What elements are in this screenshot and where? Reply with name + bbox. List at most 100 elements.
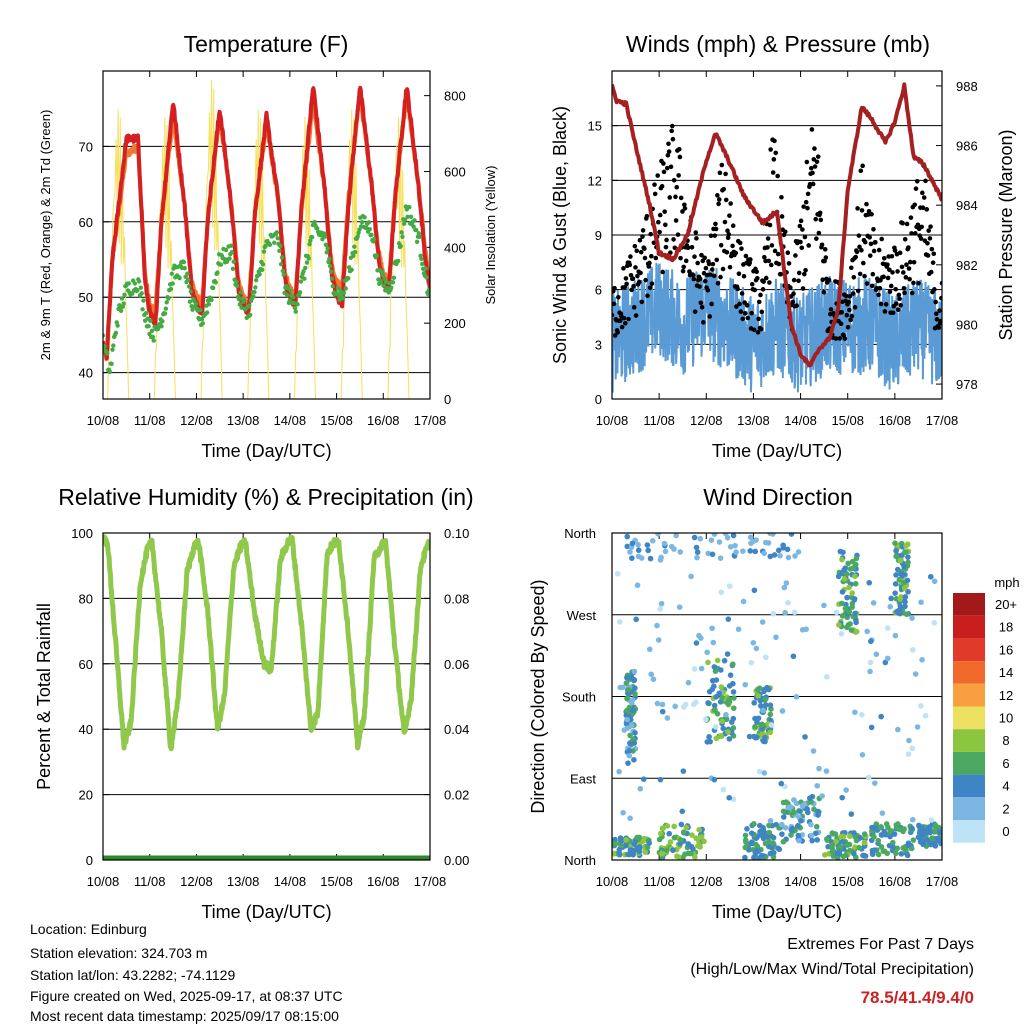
dewpoint-point (162, 311, 168, 316)
dewpoint-point (349, 267, 354, 273)
gust-point (721, 186, 726, 192)
x-tick-label: 15/08 (320, 413, 353, 428)
wind-direction-point (873, 651, 880, 658)
dewpoint-point (227, 256, 232, 261)
series-2m-t (103, 85, 430, 361)
gust-point (799, 245, 805, 251)
wind-direction-point (710, 639, 717, 646)
wind-direction-point (671, 823, 678, 830)
wind-direction-point (792, 553, 798, 559)
wind-direction-point (693, 640, 700, 646)
wind-direction-point (724, 534, 731, 541)
x-tick-label: 16/08 (879, 874, 912, 889)
gust-point (678, 255, 683, 261)
gust-point (714, 257, 720, 263)
wind-direction-point (676, 604, 683, 610)
wind-direction-point (846, 584, 852, 591)
dewpoint-point (307, 241, 312, 247)
colorbar-label: 8 (1002, 733, 1009, 748)
wind-direction-point (798, 818, 804, 824)
y2-tick-label: 0.06 (444, 657, 469, 672)
gust-point (900, 270, 906, 275)
gust-point (853, 254, 858, 260)
dewpoint-point (149, 328, 155, 334)
wind-direction-point (799, 803, 806, 809)
wind-direction-point (696, 827, 702, 833)
wind-direction-point (725, 701, 731, 707)
y2-tick-label: 0.02 (444, 788, 469, 803)
dewpoint-point (278, 261, 284, 267)
dewpoint-point (359, 219, 365, 225)
gust-point (637, 237, 643, 243)
gust-point (933, 299, 938, 305)
colorbar-swatch (953, 729, 985, 752)
gust-point (647, 285, 653, 291)
gust-point (612, 285, 617, 291)
wind-direction-point (903, 611, 910, 617)
dewpoint-point (398, 243, 403, 249)
wind-direction-point (905, 554, 911, 560)
gust-point (655, 173, 660, 178)
gust-point (809, 127, 815, 132)
gust-point (719, 162, 725, 168)
gust-point (759, 309, 765, 315)
dewpoint-point (132, 281, 138, 286)
dewpoint-point (338, 288, 343, 294)
wind-direction-point (912, 671, 919, 677)
wind-direction-point (830, 853, 837, 859)
dewpoint-point (411, 224, 416, 229)
dewpoint-point (420, 261, 425, 267)
gust-point (758, 292, 763, 298)
gust-point (937, 308, 942, 313)
dewpoint-point (304, 260, 310, 265)
wind-direction-point (733, 549, 739, 555)
gust-point (934, 317, 940, 322)
gust-point (927, 236, 933, 241)
gust-point (681, 264, 687, 270)
y-tick-label: 15 (588, 119, 602, 134)
wind-direction-point (881, 828, 888, 835)
dewpoint-point (115, 323, 120, 328)
dewpoint-point (170, 281, 175, 286)
gust-point (635, 273, 640, 279)
gust-point (869, 211, 874, 217)
wind-direction-point (747, 548, 754, 554)
wind-direction-point (618, 837, 625, 844)
wind-direction-point (701, 838, 707, 845)
wind-direction-point (782, 824, 789, 831)
gust-point (810, 181, 816, 187)
chart-title: Winds (mph) & Pressure (mb) (626, 31, 930, 57)
gust-point (760, 287, 766, 292)
wind-direction-point (851, 850, 857, 857)
gust-point (858, 168, 864, 174)
gust-point (648, 231, 654, 237)
y-tick-label: 0 (595, 392, 602, 407)
gust-point (936, 325, 942, 330)
wind-direction-point (690, 701, 697, 708)
dewpoint-point (324, 250, 329, 255)
gust-point (928, 224, 933, 229)
colorbar-swatch (953, 593, 985, 616)
gust-point (710, 261, 716, 267)
x-tick-label: 15/08 (831, 874, 864, 889)
wind-direction-point (704, 739, 711, 745)
gust-point (723, 171, 728, 177)
gust-point (923, 178, 928, 184)
chart-panel-1: Temperature (F) Time (Day/UTC) 2m & 9m T (… (38, 31, 498, 461)
gust-point (775, 173, 780, 179)
gust-point (730, 223, 736, 228)
gust-point (813, 216, 819, 222)
gust-point (622, 284, 627, 290)
gust-point (640, 234, 645, 239)
gust-point (699, 252, 704, 258)
dewpoint-point (309, 234, 315, 240)
wind-direction-point (785, 599, 791, 606)
gust-point (816, 230, 822, 236)
series-station-pressure (612, 82, 942, 368)
x-tick-label: 13/08 (227, 874, 260, 889)
wind-direction-point (892, 581, 899, 587)
colorbar-swatch (953, 751, 985, 775)
gust-point (745, 315, 751, 321)
gust-point (879, 236, 885, 242)
wind-direction-point (626, 851, 632, 858)
